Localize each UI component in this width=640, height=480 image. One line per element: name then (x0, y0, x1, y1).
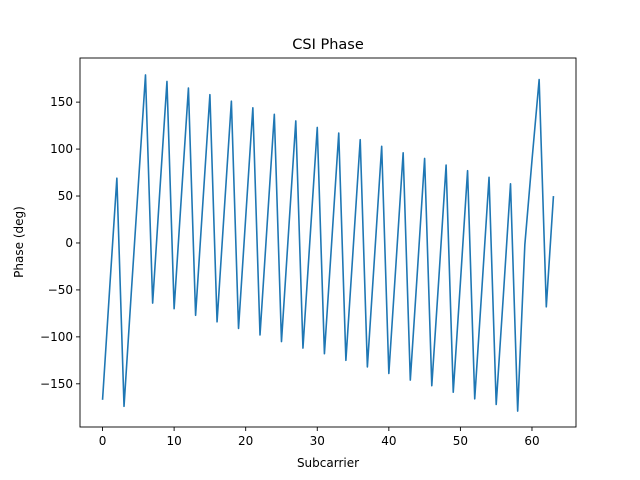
y-tick-label: 50 (58, 189, 73, 203)
phase-series-line (101, 74, 555, 412)
series-group (101, 74, 555, 412)
y-tick-label: −150 (40, 377, 73, 391)
x-tick-label: 40 (381, 434, 396, 448)
x-tick-label: 30 (310, 434, 325, 448)
x-tick-label: 60 (524, 434, 539, 448)
y-axis-label: Phase (deg) (12, 206, 26, 278)
plot-frame (79, 57, 577, 428)
y-tick-label: 100 (50, 142, 73, 156)
x-tick-label: 10 (166, 434, 181, 448)
x-axis-label: Subcarrier (297, 456, 359, 470)
y-axis: −150 −100 −50 0 50 100 150 (40, 95, 80, 391)
y-tick-label: −50 (48, 283, 73, 297)
y-tick-label: 150 (50, 95, 73, 109)
x-axis: 0 10 20 30 40 50 60 (99, 427, 540, 448)
y-tick-label: 0 (65, 236, 73, 250)
chart-title: CSI Phase (292, 37, 364, 53)
x-tick-label: 50 (453, 434, 468, 448)
x-tick-label: 0 (99, 434, 107, 448)
x-tick-label: 20 (238, 434, 253, 448)
y-tick-label: −100 (40, 330, 73, 344)
